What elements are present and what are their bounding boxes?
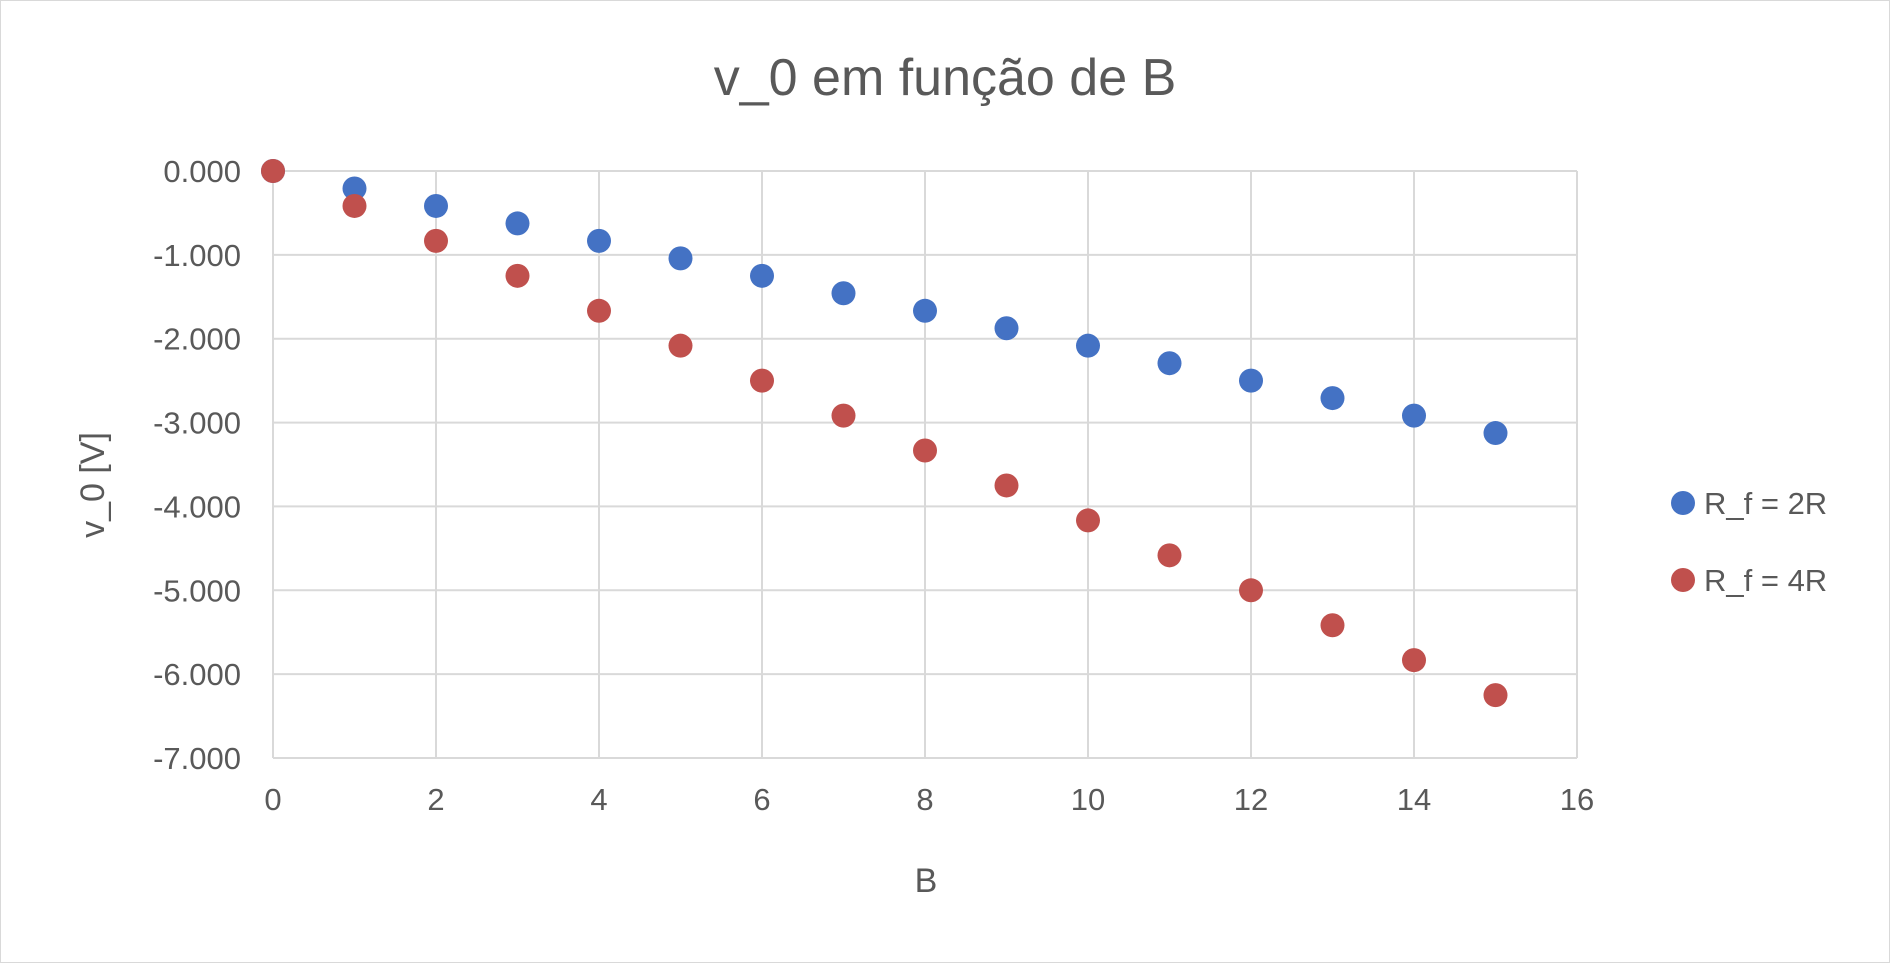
data-point-series-1 <box>1157 351 1182 376</box>
data-point-series-2 <box>831 403 856 428</box>
y-tick-label: -6.000 <box>153 657 241 692</box>
x-tick-label: 0 <box>264 782 281 817</box>
data-point-series-1 <box>342 176 367 201</box>
data-point-series-2 <box>424 228 448 253</box>
x-tick-label: 14 <box>1397 782 1431 817</box>
data-point-series-2 <box>261 159 285 183</box>
y-tick-label: 0.000 <box>163 154 241 189</box>
data-point-series-1 <box>831 281 856 306</box>
y-tick-label: -1.000 <box>153 238 241 273</box>
legend: R_f = 2R R_f = 4R <box>1671 486 1827 598</box>
data-point-series-1 <box>587 228 611 253</box>
data-points <box>261 159 1508 708</box>
data-point-series-1 <box>994 316 1019 341</box>
data-point-series-1 <box>1483 421 1508 446</box>
legend-marker <box>1671 491 1695 515</box>
data-point-series-2 <box>342 193 367 218</box>
data-point-series-2 <box>913 438 937 463</box>
tick-labels: 0.000 -1.000 -2.000 -3.000 -4.000 -5.000 -6.00… <box>153 154 1594 817</box>
data-point-series-1 <box>1320 386 1345 411</box>
data-point-series-2 <box>1157 543 1182 568</box>
data-point-series-2 <box>1320 613 1345 638</box>
data-point-series-1 <box>1402 403 1426 428</box>
legend-label: R_f = 4R <box>1704 563 1827 598</box>
x-tick-label: 4 <box>590 782 607 817</box>
y-tick-label: -2.000 <box>153 322 241 357</box>
data-point-series-2 <box>1239 578 1263 603</box>
legend-label: R_f = 2R <box>1704 486 1827 521</box>
y-tick-label: -4.000 <box>153 489 241 524</box>
data-point-series-2 <box>668 333 693 358</box>
x-tick-label: 6 <box>753 782 770 817</box>
data-point-series-2 <box>587 298 611 323</box>
data-point-series-1 <box>750 263 774 288</box>
data-point-series-1 <box>668 246 693 271</box>
x-axis-title: B <box>915 862 938 900</box>
legend-marker <box>1671 568 1695 592</box>
chart-title: v_0 em função de B <box>714 49 1177 107</box>
data-point-series-1 <box>1239 368 1263 393</box>
x-tick-label: 16 <box>1560 782 1594 817</box>
y-tick-label: -7.000 <box>153 741 241 776</box>
data-point-series-2 <box>750 368 774 393</box>
data-point-series-2 <box>1076 508 1100 533</box>
x-tick-label: 2 <box>427 782 444 817</box>
data-point-series-2 <box>505 263 530 288</box>
data-point-series-2 <box>1483 683 1508 708</box>
y-tick-label: -5.000 <box>153 573 241 608</box>
data-point-series-1 <box>1076 333 1100 358</box>
x-tick-label: 12 <box>1234 782 1268 817</box>
grid-lines <box>272 170 1578 759</box>
x-tick-label: 8 <box>916 782 933 817</box>
y-axis-title: v_0 [V] <box>74 432 112 538</box>
data-point-series-1 <box>505 211 530 236</box>
data-point-series-1 <box>424 193 448 218</box>
y-tick-label: -3.000 <box>153 406 241 441</box>
data-point-series-2 <box>1402 648 1426 673</box>
data-point-series-2 <box>994 473 1019 498</box>
x-tick-label: 10 <box>1071 782 1105 817</box>
data-point-series-1 <box>913 298 937 323</box>
